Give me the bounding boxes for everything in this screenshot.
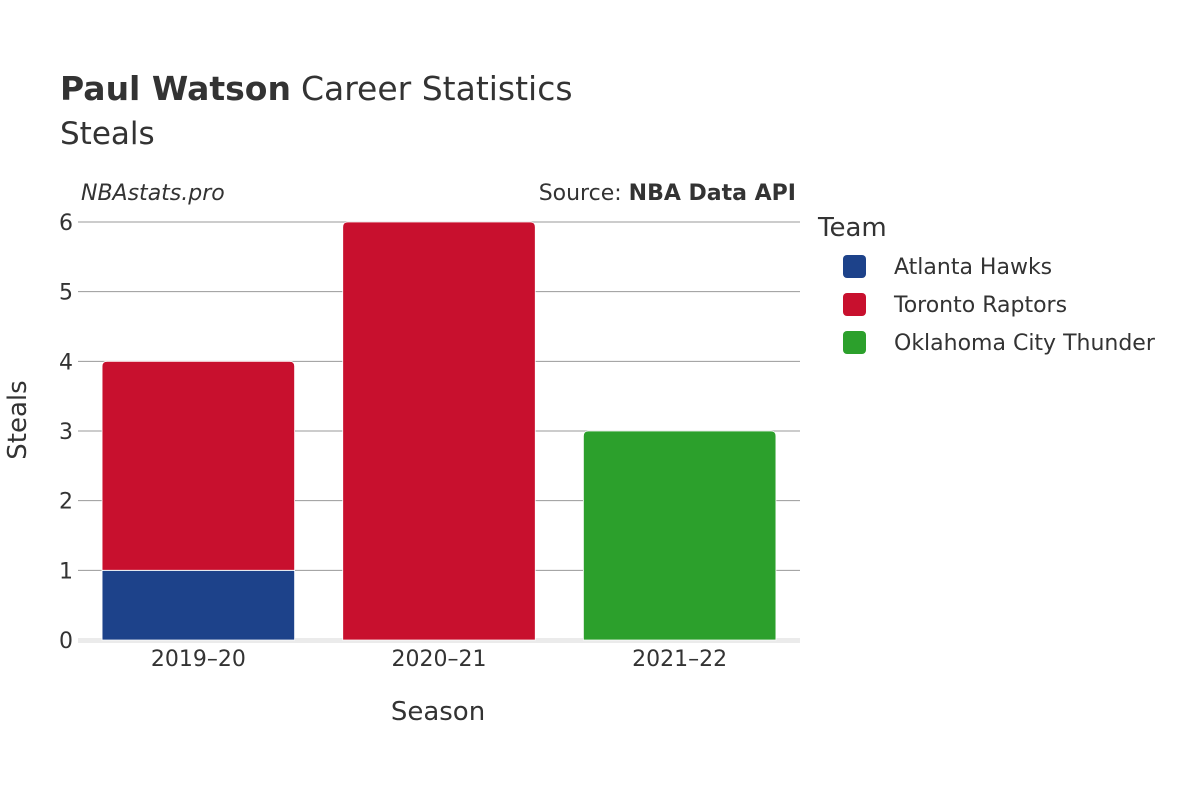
x-axis-title: Season xyxy=(391,697,485,727)
legend-label: Atlanta Hawks xyxy=(894,255,1052,280)
y-axis-title: Steals xyxy=(3,380,33,459)
y-tick-label: 2 xyxy=(59,490,73,515)
source-prefix: Source: xyxy=(539,181,629,206)
x-tick-label: 2020–21 xyxy=(392,647,487,672)
y-tick-label: 4 xyxy=(59,350,73,375)
legend-swatch xyxy=(843,331,866,354)
y-tick-label: 5 xyxy=(59,281,73,306)
y-tick-label: 3 xyxy=(59,420,73,445)
legend-label: Toronto Raptors xyxy=(893,293,1067,318)
legend: Atlanta Hawks Toronto Raptors Oklahoma Cit… xyxy=(843,255,1156,356)
title-rest: Career Statistics xyxy=(301,69,573,108)
legend-swatch xyxy=(843,255,866,278)
bar-2021–22-oklahoma-city-thunder xyxy=(583,430,777,641)
legend-swatch xyxy=(843,293,866,316)
player-name: Paul Watson xyxy=(60,69,291,108)
bars xyxy=(101,221,777,641)
source-name: NBA Data API xyxy=(629,181,796,206)
chart-title: Paul Watson Career Statistics xyxy=(60,69,573,108)
credit-label: NBAstats.pro xyxy=(81,181,225,206)
source-label: Source: NBA Data API xyxy=(539,181,796,206)
x-axis-baseline xyxy=(78,638,800,643)
x-tick-labels: 2019–20 2020–21 2021–22 xyxy=(151,647,727,672)
y-tick-label: 0 xyxy=(59,629,73,654)
y-tick-label: 1 xyxy=(59,559,73,584)
legend-label: Oklahoma City Thunder xyxy=(894,331,1156,356)
y-tick-label: 6 xyxy=(59,211,73,236)
x-tick-label: 2019–20 xyxy=(151,647,246,672)
legend-title: Team xyxy=(817,213,887,243)
bar-2019–20-atlanta-hawks xyxy=(101,569,295,641)
chart-subtitle: Steals xyxy=(60,116,155,152)
y-tick-labels: 0 1 2 3 4 5 6 xyxy=(59,211,73,654)
x-tick-label: 2021–22 xyxy=(632,647,727,672)
bar-2019–20-toronto-raptors xyxy=(101,360,295,571)
bar-2020–21-toronto-raptors xyxy=(342,221,536,641)
